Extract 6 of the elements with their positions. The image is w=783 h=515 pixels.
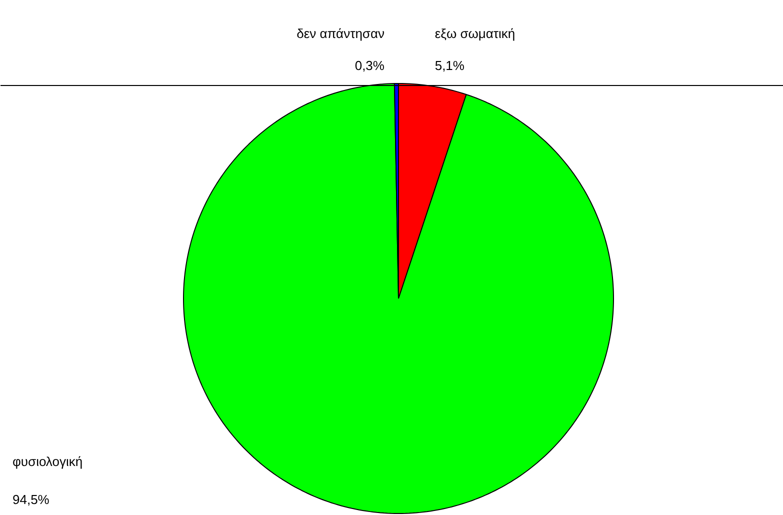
data-label: 94,5%: [12, 492, 50, 507]
data-label: 0,3%: [354, 58, 385, 73]
slice-label: εξω σωματική: [434, 26, 516, 41]
data-label: 5,1%: [434, 58, 465, 73]
slice-label: φυσιολογική: [12, 454, 83, 469]
slice-label: δεν απάντησαν: [296, 26, 384, 41]
